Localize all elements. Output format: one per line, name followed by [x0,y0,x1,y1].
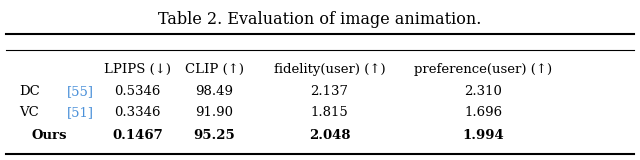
Text: [55]: [55] [67,85,94,98]
Text: fidelity(user) (↑): fidelity(user) (↑) [274,63,385,76]
Text: 0.5346: 0.5346 [115,85,161,98]
Text: DC: DC [19,85,40,98]
Text: preference(user) (↑): preference(user) (↑) [414,63,552,76]
Text: 1.815: 1.815 [311,106,348,119]
Text: CLIP (↑): CLIP (↑) [185,63,244,76]
Text: 95.25: 95.25 [193,129,236,142]
Text: LPIPS (↓): LPIPS (↓) [104,63,171,76]
Text: Ours: Ours [32,129,67,142]
Text: Table 2. Evaluation of image animation.: Table 2. Evaluation of image animation. [158,11,482,28]
Text: 2.137: 2.137 [310,85,349,98]
Text: 0.3346: 0.3346 [115,106,161,119]
Text: 1.696: 1.696 [464,106,502,119]
Text: 0.1467: 0.1467 [112,129,163,142]
Text: VC: VC [19,106,39,119]
Text: 2.310: 2.310 [464,85,502,98]
Text: 98.49: 98.49 [195,85,234,98]
Text: 1.994: 1.994 [462,129,504,142]
Text: 91.90: 91.90 [195,106,234,119]
Text: [51]: [51] [67,106,94,119]
Text: 2.048: 2.048 [309,129,350,142]
